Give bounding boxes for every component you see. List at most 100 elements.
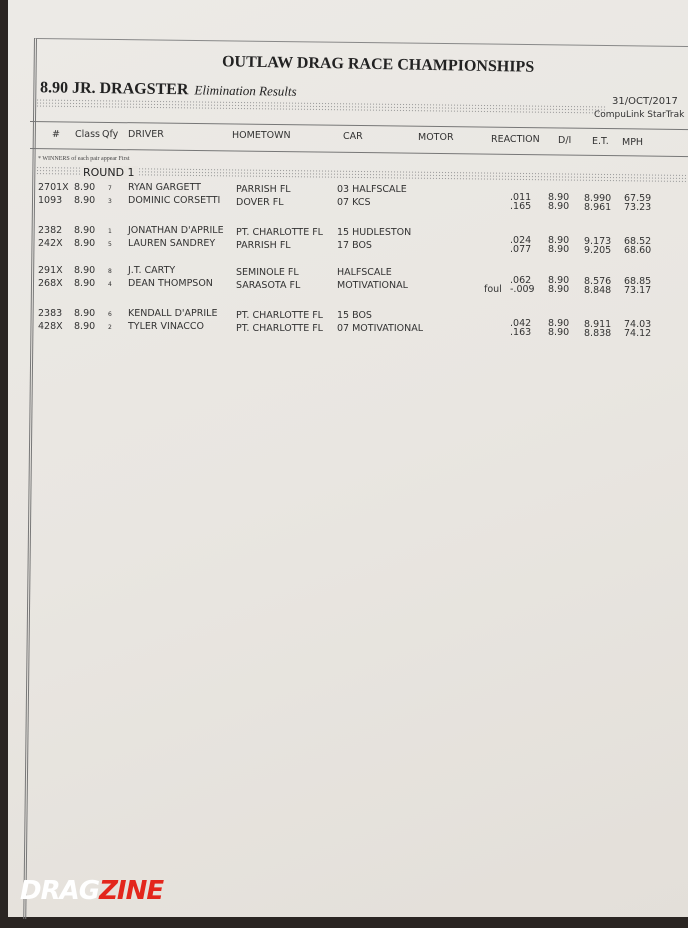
cell-reaction: .165 bbox=[510, 200, 532, 212]
cell-cls: 8.90 bbox=[74, 195, 96, 206]
cell-qfy: 2 bbox=[108, 324, 112, 331]
cell-car: HALFSCALE bbox=[337, 267, 392, 279]
cell-hometown: DOVER FL bbox=[236, 196, 284, 208]
column-header: HOMETOWN bbox=[232, 130, 291, 141]
winners-note: * WINNERS of each pair appear First bbox=[38, 156, 130, 162]
cell-et: 8.848 bbox=[584, 284, 612, 296]
cell-hometown: PARRISH FL bbox=[236, 239, 291, 251]
cell-driver: KENDALL D'APRILE bbox=[128, 308, 218, 319]
cell-num: 268X bbox=[38, 278, 63, 289]
column-header: Qfy bbox=[102, 129, 119, 140]
cell-di: 8.90 bbox=[548, 235, 570, 247]
round-label: ROUND 1 bbox=[80, 166, 138, 179]
cell-hometown: SEMINOLE FL bbox=[236, 266, 299, 278]
cell-mph: 68.60 bbox=[624, 245, 652, 257]
cell-di: 8.90 bbox=[548, 318, 570, 330]
cell-num: 2383 bbox=[38, 308, 63, 319]
cell-mph: 73.17 bbox=[624, 285, 652, 297]
timing-system: CompuLink StarTrak bbox=[594, 110, 685, 120]
column-header: DRIVER bbox=[128, 129, 164, 140]
cell-driver: LAUREN SANDREY bbox=[128, 238, 216, 249]
cell-qfy: 1 bbox=[108, 228, 112, 235]
cell-di: 8.90 bbox=[548, 201, 570, 213]
cell-cls: 8.90 bbox=[74, 182, 96, 193]
cell-reaction: .077 bbox=[510, 243, 532, 255]
subtitle: Elimination Results bbox=[194, 82, 297, 99]
cell-hometown: PT. CHARLOTTE FL bbox=[236, 226, 323, 238]
cell-hometown: PT. CHARLOTTE FL bbox=[236, 322, 323, 334]
cell-num: 2382 bbox=[38, 225, 63, 236]
cell-driver: J.T. CARTY bbox=[128, 265, 176, 276]
cell-qfy: 6 bbox=[108, 311, 112, 318]
cell-num: 1093 bbox=[38, 195, 63, 206]
dragzine-logo: DRAGZINE bbox=[20, 876, 164, 906]
cell-qfy: 3 bbox=[108, 198, 112, 205]
column-header: E.T. bbox=[592, 136, 609, 147]
cell-et: 8.961 bbox=[584, 201, 612, 213]
cell-car: 07 MOTIVATIONAL bbox=[337, 323, 424, 335]
cell-et: 8.990 bbox=[584, 192, 612, 204]
date: 31/OCT/2017 bbox=[612, 96, 678, 107]
cell-cls: 8.90 bbox=[74, 321, 96, 332]
cell-driver: TYLER VINACCO bbox=[128, 321, 205, 332]
class-heading: 8.90 JR. DRAGSTER Elimination Results bbox=[40, 79, 297, 101]
cell-mph: 74.12 bbox=[624, 328, 652, 340]
cell-hometown: SARASOTA FL bbox=[236, 279, 301, 291]
column-header: Class bbox=[75, 129, 100, 140]
column-header: D/I bbox=[558, 135, 572, 146]
cell-car: 15 HUDLESTON bbox=[337, 227, 412, 239]
cell-car: 07 KCS bbox=[337, 197, 371, 209]
cell-qfy: 7 bbox=[108, 185, 112, 192]
cell-cls: 8.90 bbox=[74, 308, 96, 319]
cell-reaction: .062 bbox=[510, 274, 532, 286]
cell-cls: 8.90 bbox=[74, 225, 96, 236]
results-sheet bbox=[8, 0, 688, 928]
cell-num: 242X bbox=[38, 238, 63, 249]
cell-di: 8.90 bbox=[548, 284, 570, 296]
column-header: REACTION bbox=[491, 134, 540, 145]
cell-mph: 68.85 bbox=[624, 276, 652, 288]
cell-car: 15 BOS bbox=[337, 310, 372, 322]
column-header: MPH bbox=[622, 137, 644, 148]
cell-et: 8.838 bbox=[584, 327, 612, 339]
column-header: # bbox=[52, 129, 60, 140]
cell-num: 428X bbox=[38, 321, 63, 332]
cell-car: MOTIVATIONAL bbox=[337, 280, 408, 292]
column-header: MOTOR bbox=[418, 132, 454, 143]
cell-cls: 8.90 bbox=[74, 238, 96, 249]
column-header: CAR bbox=[343, 131, 363, 142]
cell-driver: RYAN GARGETT bbox=[128, 182, 201, 193]
cell-et: 9.173 bbox=[584, 235, 612, 247]
cell-num: 2701X bbox=[38, 182, 69, 193]
cell-reaction: .024 bbox=[510, 234, 532, 246]
cell-et: 8.911 bbox=[584, 318, 612, 330]
cell-driver: DEAN THOMPSON bbox=[128, 278, 213, 289]
cell-di: 8.90 bbox=[548, 327, 570, 339]
cell-driver: DOMINIC CORSETTI bbox=[128, 195, 221, 206]
cell-et: 8.576 bbox=[584, 275, 612, 287]
cell-cls: 8.90 bbox=[74, 265, 96, 276]
cell-di: 8.90 bbox=[548, 244, 570, 256]
cell-reaction: .042 bbox=[510, 317, 532, 329]
cell-qfy: 5 bbox=[108, 241, 112, 248]
cell-di: 8.90 bbox=[548, 192, 570, 204]
cell-mph: 67.59 bbox=[624, 193, 652, 205]
cell-reaction: .163 bbox=[510, 326, 532, 338]
cell-cls: 8.90 bbox=[74, 278, 96, 289]
cell-car: 03 HALFSCALE bbox=[337, 184, 407, 196]
cell-mph: 68.52 bbox=[624, 236, 652, 248]
cell-reaction: .011 bbox=[510, 191, 532, 203]
cell-mph: 73.23 bbox=[624, 202, 652, 214]
cell-mph: 74.03 bbox=[624, 319, 652, 331]
cell-num: 291X bbox=[38, 265, 63, 276]
cell-reaction: -.009 bbox=[510, 283, 535, 295]
cell-driver: JONATHAN D'APRILE bbox=[128, 225, 224, 236]
cell-foul: foul bbox=[484, 283, 502, 295]
cell-qfy: 8 bbox=[108, 268, 112, 275]
cell-et: 9.205 bbox=[584, 244, 612, 256]
cell-hometown: PARRISH FL bbox=[236, 183, 291, 195]
class-name: 8.90 JR. DRAGSTER bbox=[39, 79, 189, 99]
cell-di: 8.90 bbox=[548, 275, 570, 287]
cell-qfy: 4 bbox=[108, 281, 112, 288]
cell-hometown: PT. CHARLOTTE FL bbox=[236, 309, 323, 321]
